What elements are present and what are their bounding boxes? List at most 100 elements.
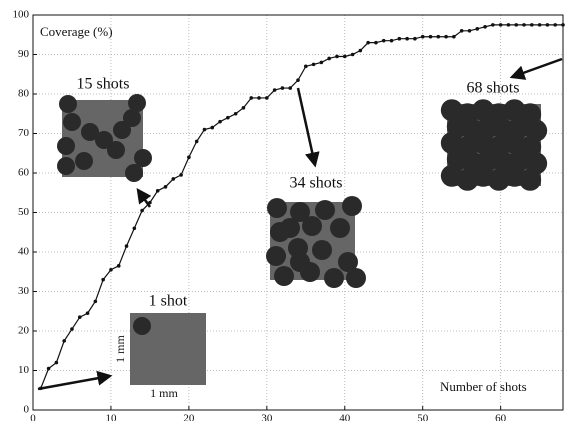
shot [280, 218, 300, 238]
data-point [46, 366, 51, 371]
data-point [420, 34, 425, 39]
data-point [218, 119, 222, 124]
shot [290, 202, 310, 222]
shot [113, 121, 131, 139]
annotation: 15 shots [77, 76, 130, 93]
data-point [327, 56, 331, 61]
y-tick-label: 90 [18, 48, 30, 60]
shot [290, 252, 310, 272]
data-point [226, 115, 230, 120]
shot [312, 240, 332, 260]
y-tick-label: 30 [18, 285, 30, 297]
data-point [241, 106, 246, 110]
data-point [132, 226, 137, 231]
data-point [249, 96, 254, 100]
data-point [381, 38, 386, 43]
data-point [148, 200, 152, 205]
data-point [124, 244, 129, 248]
data-point [405, 36, 409, 41]
data-point [280, 86, 285, 90]
y-tick-label: 20 [18, 325, 30, 337]
shot [123, 109, 141, 127]
data-point [194, 139, 199, 144]
data-point [459, 29, 464, 33]
data-point [272, 88, 277, 92]
data-point [350, 52, 355, 57]
shot [57, 137, 75, 155]
data-point [265, 96, 269, 100]
y-tick-label: 60 [18, 167, 30, 179]
data-point [77, 315, 82, 319]
data-point [116, 264, 121, 268]
x-axis-label: Number of shots [440, 379, 527, 394]
data-point [101, 277, 105, 282]
data-point [210, 125, 215, 130]
data-point [374, 40, 378, 45]
x-tick-label: 60 [495, 413, 507, 421]
data-point [70, 327, 74, 331]
shot [95, 131, 113, 149]
shot [324, 268, 344, 288]
shot [128, 94, 146, 112]
data-point [38, 386, 43, 391]
y-tick-label: 100 [13, 9, 30, 21]
data-point [311, 62, 316, 67]
data-point [93, 299, 98, 304]
shot [75, 152, 93, 170]
data-point [444, 34, 448, 39]
y-tick-label: 50 [18, 206, 30, 218]
arrow [509, 57, 563, 80]
data-point [358, 48, 363, 53]
data-point [155, 188, 160, 193]
y-axis-label: Coverage (%) [40, 24, 113, 39]
data-point [530, 23, 534, 27]
shot [107, 141, 125, 159]
data-point [537, 23, 542, 27]
shot [330, 218, 350, 238]
arrow [296, 87, 320, 168]
data-point [257, 96, 261, 100]
data-point [109, 267, 113, 272]
annotation: 34 shots [290, 175, 343, 192]
shot [133, 317, 151, 335]
data-point [483, 25, 487, 29]
x-tick-label: 10 [105, 413, 117, 421]
data-point [319, 60, 324, 65]
shot [346, 268, 366, 288]
y-tick-label: 40 [18, 246, 30, 258]
shot [63, 113, 81, 131]
data-point [428, 34, 433, 39]
shot [57, 157, 75, 175]
data-point [62, 339, 66, 343]
x-tick-label: 20 [183, 413, 195, 421]
shot [266, 246, 286, 266]
data-point [140, 208, 144, 213]
shot [125, 164, 143, 182]
shot [302, 216, 322, 236]
data-point [85, 311, 90, 316]
data-point [467, 29, 472, 33]
data-point [342, 54, 347, 59]
data-point [54, 360, 59, 365]
shot [134, 149, 152, 167]
annotation: 1 shot [149, 293, 188, 310]
data-point [163, 185, 168, 189]
data-point [389, 38, 394, 43]
annotation: 68 shots [467, 80, 520, 97]
data-point [179, 173, 183, 177]
data-point [514, 23, 519, 27]
data-point [413, 36, 417, 41]
shot [59, 95, 77, 113]
data-point [545, 23, 550, 27]
data-point [475, 27, 480, 31]
data-point [202, 127, 207, 132]
scale-label: 1 mm [113, 335, 127, 363]
shot [274, 266, 294, 286]
data-point [288, 86, 293, 90]
shot [81, 123, 99, 141]
shot [338, 252, 358, 272]
data-point [436, 34, 441, 39]
x-tick-label: 50 [417, 413, 429, 421]
shot [315, 200, 335, 220]
